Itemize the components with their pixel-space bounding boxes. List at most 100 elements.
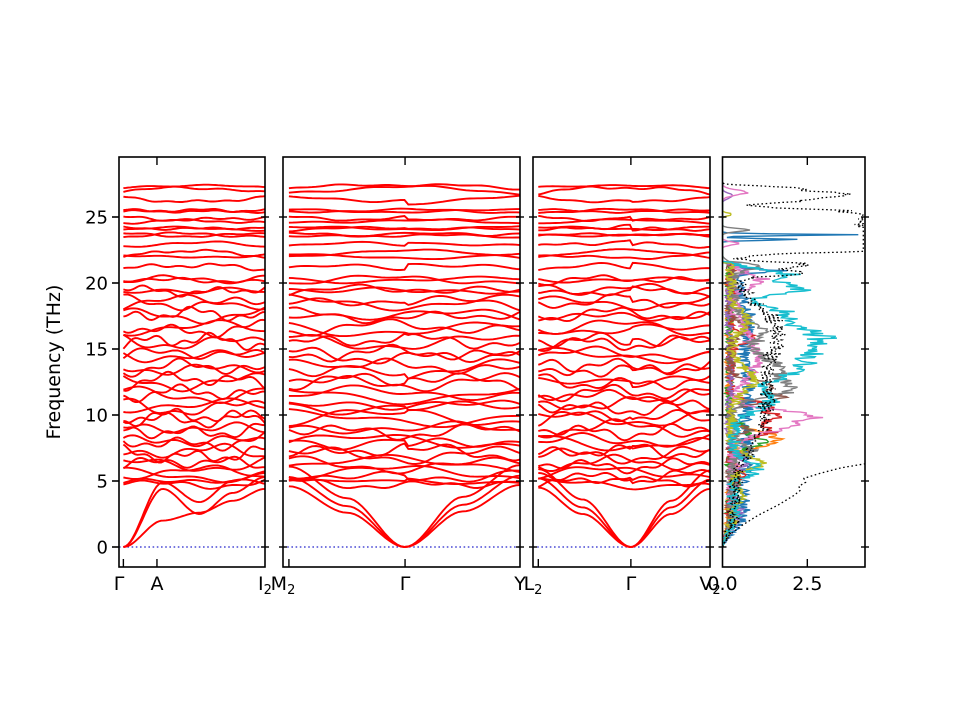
k-point-label: M2 <box>271 573 296 598</box>
optical-band <box>123 464 265 480</box>
optical-band <box>538 295 710 312</box>
panel-frame-3 <box>532 156 711 568</box>
optical-band <box>288 384 520 402</box>
optical-band <box>123 456 265 472</box>
optical-band <box>538 346 710 365</box>
optical-band <box>123 253 265 259</box>
total-dos-curve <box>722 182 865 548</box>
optical-band <box>123 231 265 239</box>
optical-band <box>538 284 710 297</box>
optical-band <box>538 396 710 415</box>
optical-band <box>122 293 265 311</box>
optical-band <box>122 349 265 364</box>
optical-band <box>537 323 710 335</box>
optical-band <box>123 183 265 190</box>
optical-band <box>123 284 265 298</box>
optical-band <box>538 276 710 284</box>
optical-band <box>123 397 265 416</box>
optical-band <box>288 399 520 411</box>
optical-band <box>123 225 265 231</box>
optical-band <box>538 185 710 196</box>
band-panel-1 <box>119 183 265 548</box>
band-panel-2 <box>283 183 520 548</box>
optical-band <box>288 262 520 271</box>
optical-band <box>288 321 520 338</box>
optical-band <box>123 306 265 325</box>
y-tick-label: 0 <box>97 538 108 559</box>
optical-band <box>123 274 265 284</box>
optical-band <box>123 240 265 248</box>
y-tick-label: 10 <box>85 406 108 427</box>
optical-band <box>538 208 710 214</box>
optical-band <box>123 383 265 404</box>
k-point-label: Y <box>513 573 526 595</box>
k-point-label: V2 <box>699 573 720 598</box>
optical-band <box>123 478 265 490</box>
optical-band <box>538 184 710 190</box>
optical-band <box>288 453 520 473</box>
dos-x-tick-label: 0.0 <box>707 573 737 595</box>
optical-band <box>537 399 710 416</box>
optical-band <box>123 421 265 434</box>
k-point-label: Γ <box>114 573 125 595</box>
optical-band <box>288 408 520 429</box>
optical-band <box>288 343 520 363</box>
optical-band <box>537 311 710 322</box>
optical-band <box>122 372 265 393</box>
optical-band <box>538 214 710 223</box>
optical-band <box>288 346 520 365</box>
optical-band <box>123 293 265 312</box>
optical-band <box>538 251 710 260</box>
acoustic-band <box>123 476 265 548</box>
optical-band <box>538 445 710 465</box>
acoustic-band <box>288 464 520 548</box>
optical-band <box>288 286 520 295</box>
optical-band <box>288 294 520 312</box>
optical-band <box>538 233 710 238</box>
optical-band <box>288 423 520 441</box>
optical-band <box>538 469 710 485</box>
optical-band <box>123 215 265 222</box>
optical-band <box>538 410 710 427</box>
optical-band <box>288 442 520 462</box>
optical-band <box>288 387 520 406</box>
optical-band <box>538 423 710 442</box>
optical-band <box>122 333 265 350</box>
optical-band <box>288 357 520 378</box>
optical-band <box>288 218 520 225</box>
optical-band <box>288 183 520 191</box>
optical-band <box>122 455 265 470</box>
optical-band <box>538 375 710 389</box>
optical-band <box>122 443 265 464</box>
band-panel-3 <box>533 184 710 548</box>
optical-band <box>288 455 520 475</box>
optical-band <box>538 457 710 475</box>
dos-panel <box>722 182 865 548</box>
optical-band <box>288 400 520 416</box>
panel-frame-4 <box>721 156 866 568</box>
dos-x-tick-label: 2.5 <box>792 573 822 595</box>
panel-frame-2 <box>282 156 521 568</box>
optical-band <box>288 306 520 325</box>
optical-band <box>288 477 520 485</box>
optical-band <box>538 383 710 403</box>
optical-band <box>288 208 520 214</box>
k-point-label: Γ <box>400 573 411 595</box>
optical-band <box>537 453 710 472</box>
optical-band <box>288 207 520 214</box>
optical-band <box>538 194 710 204</box>
optical-band <box>538 477 710 491</box>
optical-band <box>123 208 265 214</box>
optical-band <box>123 466 265 484</box>
optical-band <box>538 225 710 231</box>
k-point-label: A <box>150 573 163 595</box>
optical-band <box>537 443 710 459</box>
optical-band <box>538 432 710 448</box>
acoustic-band <box>123 487 265 548</box>
optical-band <box>288 372 520 393</box>
optical-band <box>288 184 520 196</box>
optical-band <box>288 225 520 232</box>
optical-band <box>288 215 520 222</box>
